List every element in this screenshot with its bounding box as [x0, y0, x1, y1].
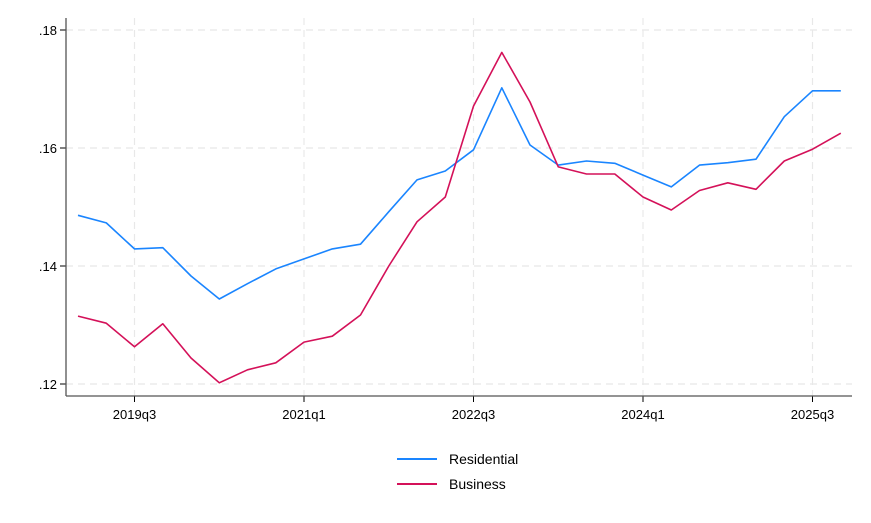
legend-swatch-business	[397, 482, 437, 485]
x-tick-label: 2021q1	[282, 407, 325, 422]
legend-swatch-residential	[397, 457, 437, 460]
legend-label-business: Business	[449, 475, 506, 492]
x-tick-label: 2024q1	[621, 407, 664, 422]
x-tick-label: 2025q3	[791, 407, 834, 422]
x-tick-label: 2022q3	[452, 407, 495, 422]
y-tick-label: .14	[39, 259, 57, 274]
y-tick-label: .18	[39, 23, 57, 38]
series-line-business	[77, 51, 842, 384]
series-line-residential	[77, 87, 841, 300]
axes: .12 .14 .16 .18 2019q3 2021q1 2022q3 2024q1 2025…	[39, 18, 852, 422]
x-tick-label: 2019q3	[113, 407, 156, 422]
gridlines	[66, 18, 852, 396]
series-lines	[77, 51, 842, 384]
line-chart: .12 .14 .16 .18 2019q3 2021q1 2022q3 2024q1 2025…	[39, 18, 852, 422]
legend: Residential Business	[397, 446, 518, 496]
legend-item-business: Business	[397, 471, 518, 496]
y-tick-label: .12	[39, 377, 57, 392]
y-tick-label: .16	[39, 141, 57, 156]
legend-item-residential: Residential	[397, 446, 518, 471]
legend-label-residential: Residential	[449, 450, 519, 467]
